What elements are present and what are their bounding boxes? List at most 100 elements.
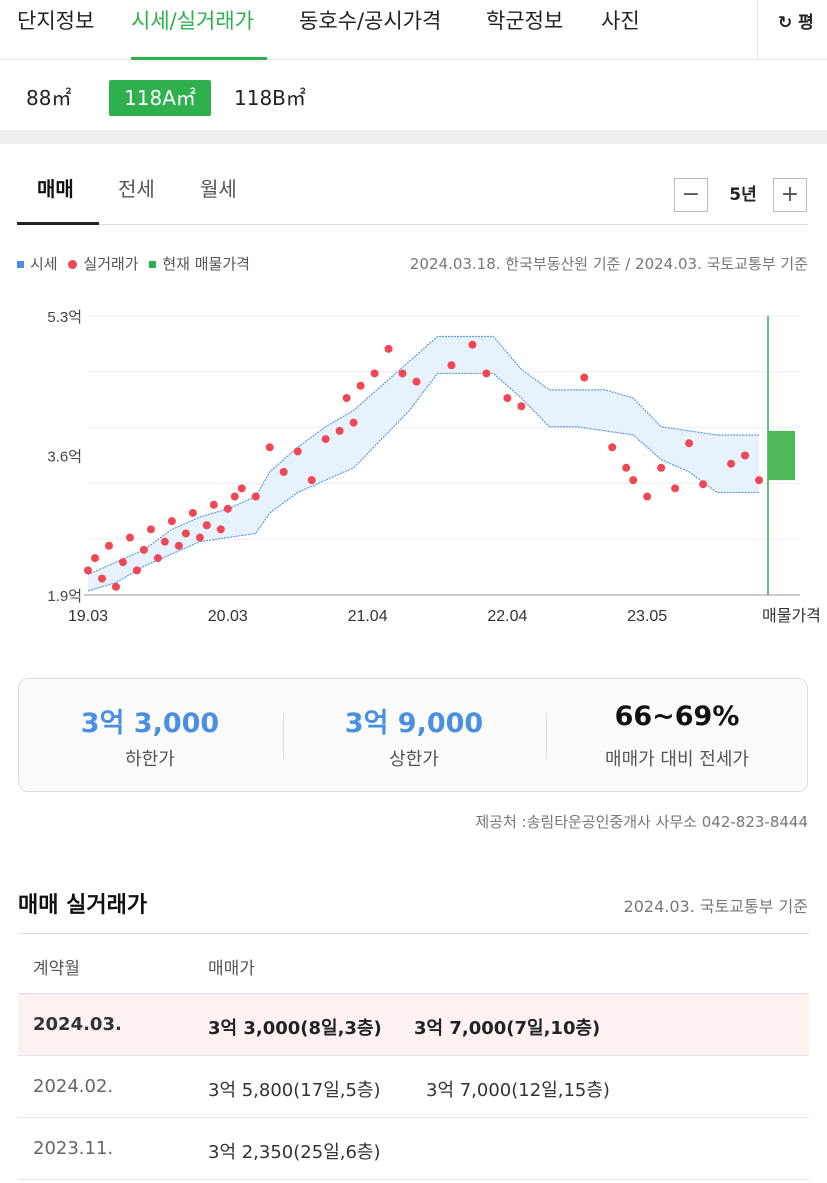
listing-price-bar [768,430,795,481]
market-lower-line [87,372,760,592]
actual-trade-point [265,443,274,452]
listing-square-icon [149,261,157,268]
actual-trade-point [482,369,491,378]
price-chart: 5.3억 3.6억 1.9억 19.03 20.03 21.04 22.04 23.05 매물… [47,309,821,625]
actual-trade-point [727,459,736,468]
actual-trade-point [412,377,421,386]
tab-market-price-label: 시세/실거래가 [131,9,254,33]
actual-trade-point [111,582,120,591]
tab-sale[interactable]: 매매 [37,177,74,201]
actual-trade-point [118,558,127,567]
actual-trade-point [321,435,330,444]
actual-trade-point [153,554,162,563]
area-option-88[interactable]: 88㎡ [26,86,72,110]
actual-trade-point [174,541,183,550]
section-divider [0,130,827,144]
x-tick-label: 23.05 [627,608,667,625]
actual-trade-point [125,533,134,542]
period-increase-button[interactable]: + [773,178,807,212]
actual-trade-point [230,492,239,501]
actual-trade-point [517,402,526,411]
tab-school-info[interactable]: 학군정보 [486,9,564,33]
row-deal: 3억 7,000(12일,15층) [426,1080,610,1101]
actual-dot-icon [68,260,78,269]
table-row[interactable]: 2023.11. 3억 2,350(25일,6층) [18,1118,809,1180]
actual-trade-point [370,369,379,378]
actual-trade-point [335,426,344,435]
x-tick-label: 22.04 [487,608,527,625]
actual-trade-point [202,521,211,530]
actual-trade-point [349,418,358,427]
actual-trade-point [181,529,190,538]
table-row[interactable]: 2024.02. 3억 5,800(17일,5층) 3억 7,000(12일,1… [18,1056,809,1118]
trade-table: 계약월 매매가 2024.03. 3억 3,000(8일,3층) 3억 7,00… [18,933,809,1180]
actual-trade-point [755,476,764,485]
tab-market-price[interactable]: 시세/실거래가 [131,0,267,60]
tab-complex-info[interactable]: 단지정보 [17,9,95,33]
actual-trade-point [132,566,141,575]
trade-section-title: 매매 실거래가 [18,893,148,918]
trade-tab-underline [17,222,99,225]
actual-trade-point [685,439,694,448]
y-tick-label: 1.9억 [47,588,82,605]
upper-price-label: 상한가 [389,749,439,770]
lower-price-value: 3억 3,000 [80,708,220,739]
area-option-118a[interactable]: 118A㎡ [109,80,211,116]
actual-trade-point [195,533,204,542]
x-tick-label: 19.03 [68,608,108,625]
actual-trade-point [279,467,288,476]
jeonse-ratio-label: 매매가 대비 전세가 [605,749,749,770]
trade-type-tabs: 매매 전세 월세 [17,165,808,225]
row-deal: 3억 2,350(25일,6층) [208,1142,381,1163]
actual-trade-point [216,525,225,534]
row-month: 2024.03. [33,1014,122,1035]
lower-price-label: 하한가 [125,749,175,770]
period-decrease-button[interactable]: − [674,178,708,212]
unit-toggle-button[interactable]: ↻ 평 [757,0,827,60]
tab-monthly-rent[interactable]: 월세 [200,177,237,201]
area-option-118b[interactable]: 118B㎡ [234,86,306,110]
actual-trade-point [503,394,512,403]
table-header: 계약월 매매가 [18,933,809,994]
tab-photos[interactable]: 사진 [601,9,640,33]
summary-jeonse-ratio: 66~69% 매매가 대비 전세가 [546,679,808,793]
actual-trade-point [699,480,708,489]
actual-trade-point [293,447,302,456]
tab-jeonse[interactable]: 전세 [118,177,155,201]
chart-legend: 시세 실거래가 현재 매물가격 [17,253,256,274]
actual-trade-point [139,545,148,554]
actual-trade-point [160,537,169,546]
legend-market-label: 시세 [30,255,58,273]
actual-trade-point [468,340,477,349]
table-row[interactable]: 2024.03. 3억 3,000(8일,3층) 3억 7,000(7일,10층… [18,994,809,1056]
actual-trade-point [223,504,232,513]
row-month: 2024.02. [33,1076,114,1097]
period-value: 5년 [729,185,757,205]
legend-actual-label: 실거래가 [83,255,139,273]
legend-listing-label: 현재 매물가격 [162,255,250,273]
actual-trade-point [84,566,92,575]
actual-trade-point [580,373,589,382]
actual-trade-point [671,484,680,493]
actual-trade-point [237,484,246,493]
summary-divider [546,713,547,759]
actual-trade-point [97,574,106,583]
x-tick-label: 21.04 [348,608,388,625]
row-month: 2023.11. [33,1138,114,1159]
tab-unit-public-price[interactable]: 동호수/공시가격 [299,9,442,33]
actual-trade-point [146,525,155,534]
actual-trade-point [251,492,260,501]
unit-toggle-label: 평 [798,13,814,33]
summary-upper-price: 3억 9,000 상한가 [283,679,545,793]
actual-trade-point [398,369,407,378]
x-tick-label: 매물가격 [762,607,821,625]
actual-trade-point [342,394,351,403]
price-summary-card: 3억 3,000 하한가 3억 9,000 상한가 66~69% 매매가 대비 … [18,678,808,792]
market-square-icon [17,261,24,268]
y-tick-label: 3.6억 [47,449,82,466]
actual-trade-point [104,541,113,550]
refresh-icon: ↻ [778,13,793,33]
header-month: 계약월 [33,959,80,979]
actual-trade-point [188,508,197,517]
actual-trade-point [167,517,176,526]
